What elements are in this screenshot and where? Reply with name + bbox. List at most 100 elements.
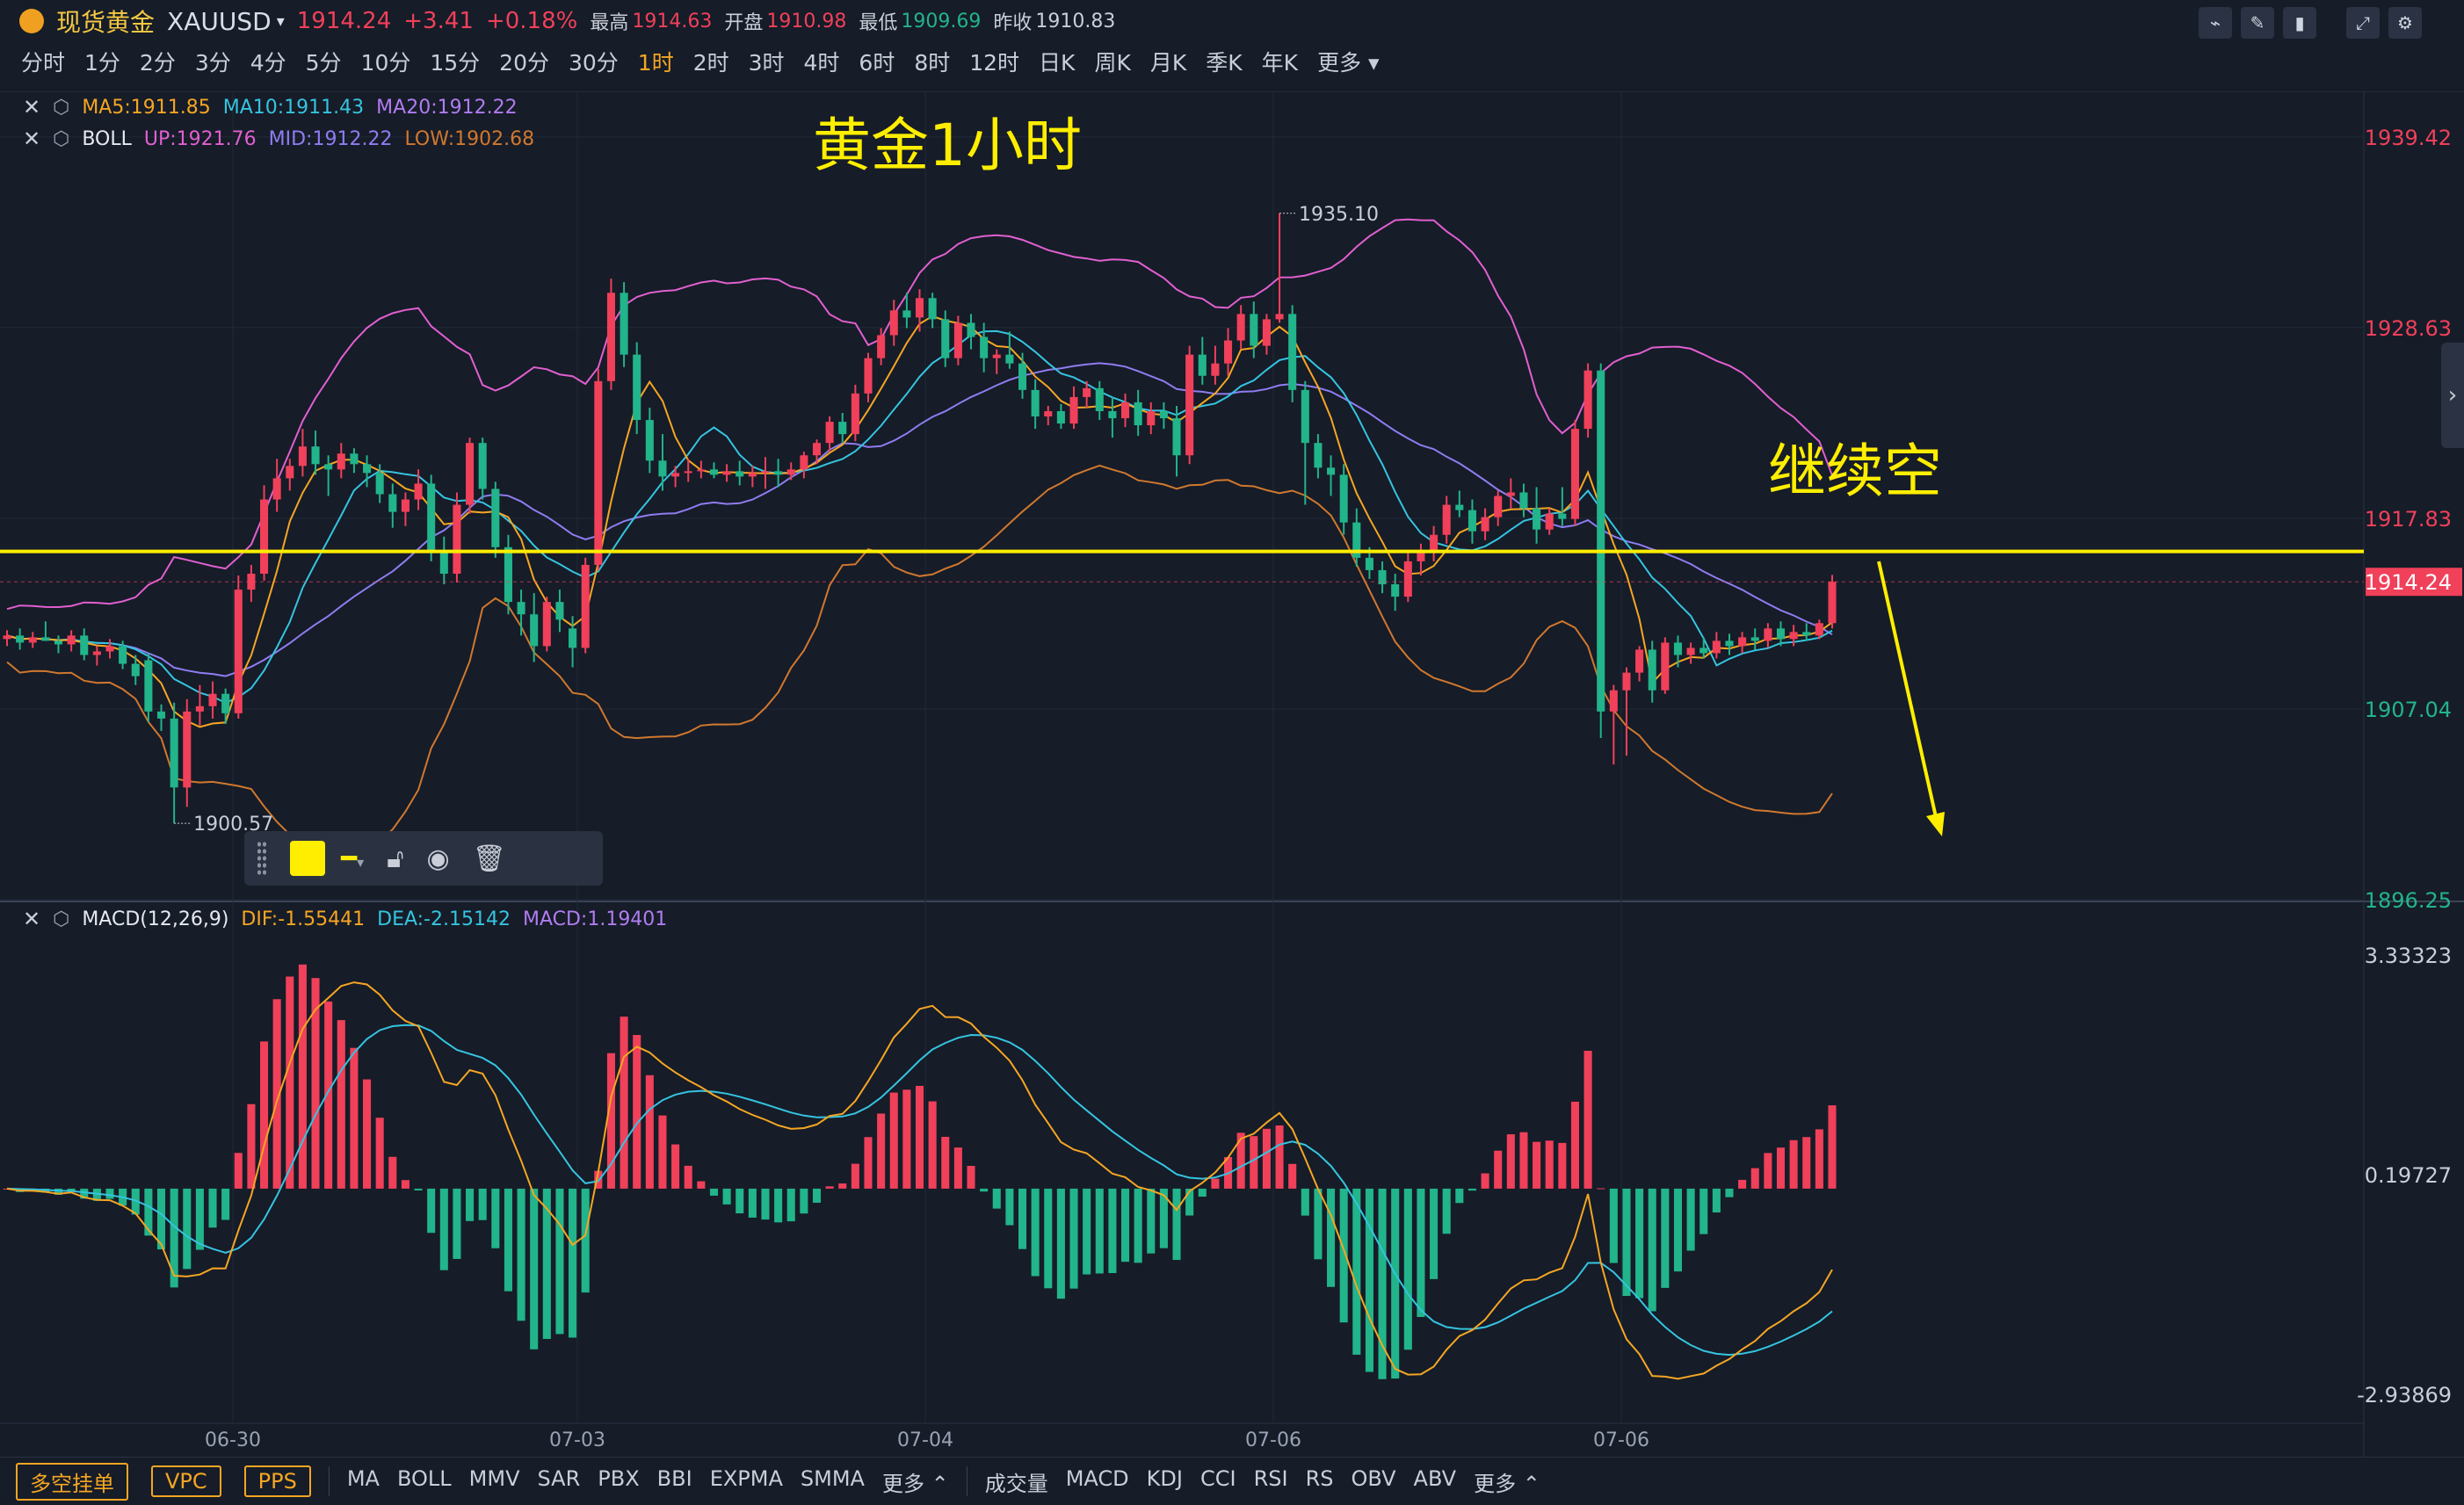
- macd-histogram-bar: [902, 1089, 911, 1189]
- sub-indicator-1[interactable]: MACD: [1065, 1465, 1129, 1491]
- candle-body: [401, 499, 409, 512]
- macd-histogram-bar: [1211, 1178, 1220, 1189]
- macd-histogram-bar: [941, 1136, 950, 1189]
- period-22[interactable]: 更多 ▾: [1317, 50, 1380, 76]
- boll-upper-line: [6, 218, 1833, 611]
- candle-body: [1699, 648, 1708, 654]
- period-1[interactable]: 1分: [84, 50, 120, 76]
- settings-hexagon-icon[interactable]: ⬡: [53, 127, 70, 150]
- period-2[interactable]: 2分: [139, 50, 176, 76]
- main-indicator-2[interactable]: MMV: [468, 1465, 520, 1491]
- short-arrow-line: [1877, 561, 1939, 826]
- macd-tick: 0.19727: [2365, 1163, 2452, 1188]
- close-icon[interactable]: ✕: [23, 127, 41, 151]
- candle-body: [195, 705, 204, 712]
- sub-indicator-8[interactable]: 更多 ⌃: [1474, 1471, 1540, 1496]
- period-5[interactable]: 5分: [305, 50, 342, 76]
- chevron-down-icon[interactable]: ▾: [276, 11, 285, 31]
- indicator-icon[interactable]: ⌁: [2199, 7, 2232, 39]
- sub-indicator-3[interactable]: CCI: [1199, 1465, 1236, 1491]
- period-15[interactable]: 8时: [914, 50, 951, 76]
- period-14[interactable]: 6时: [859, 50, 895, 76]
- long-short-orders-button[interactable]: 多空挂单: [16, 1462, 128, 1501]
- period-4[interactable]: 4分: [250, 50, 286, 76]
- period-10[interactable]: 1时: [637, 50, 674, 76]
- lock-icon[interactable]: 🔓︎: [387, 843, 404, 874]
- symbol-code[interactable]: XAUUSD: [167, 6, 272, 36]
- candle-body: [1044, 410, 1053, 417]
- period-13[interactable]: 4时: [803, 50, 840, 76]
- macd-histogram-bar: [105, 1188, 114, 1199]
- period-7[interactable]: 15分: [430, 50, 481, 76]
- color-swatch[interactable]: [290, 841, 325, 876]
- drag-handle-icon[interactable]: [257, 841, 267, 876]
- period-17[interactable]: 日K: [1039, 50, 1076, 76]
- instrument-name[interactable]: 现货黄金: [56, 8, 156, 37]
- macd-histogram-bar: [375, 1118, 384, 1189]
- macd-histogram-bar: [1609, 1188, 1618, 1263]
- close-icon[interactable]: ✕: [23, 95, 41, 119]
- sub-indicator-5[interactable]: RS: [1305, 1465, 1334, 1491]
- price-change: +3.41: [403, 8, 474, 34]
- period-8[interactable]: 20分: [499, 50, 549, 76]
- macd-histogram-bar: [1815, 1129, 1823, 1189]
- main-indicator-6[interactable]: EXPMA: [709, 1465, 783, 1491]
- period-21[interactable]: 年K: [1261, 50, 1299, 76]
- candle-body: [1712, 640, 1721, 654]
- macd-histogram-bar: [992, 1188, 1001, 1209]
- macd-histogram-bar: [1442, 1188, 1451, 1234]
- period-18[interactable]: 周K: [1094, 50, 1131, 76]
- candle-body: [1789, 632, 1798, 640]
- settings-hexagon-icon[interactable]: ⬡: [53, 908, 70, 930]
- sub-indicator-7[interactable]: ABV: [1413, 1465, 1457, 1491]
- close-icon[interactable]: ✕: [23, 907, 41, 931]
- line-style-icon[interactable]: ━▾: [341, 843, 365, 874]
- period-9[interactable]: 30分: [568, 50, 619, 76]
- candle-body: [1802, 632, 1811, 636]
- fullscreen-icon[interactable]: ⤢: [2346, 7, 2380, 39]
- price-tick: 1939.42: [2365, 126, 2452, 150]
- main-indicator-4[interactable]: PBX: [598, 1465, 640, 1491]
- macd-histogram-bar: [709, 1188, 719, 1196]
- macd-histogram-bar: [684, 1165, 692, 1189]
- vpc-button[interactable]: VPC: [151, 1465, 221, 1497]
- main-indicator-8[interactable]: 更多 ⌃: [881, 1471, 949, 1496]
- pps-button[interactable]: PPS: [243, 1465, 311, 1497]
- period-6[interactable]: 10分: [360, 50, 411, 76]
- period-20[interactable]: 季K: [1206, 50, 1243, 76]
- period-0[interactable]: 分时: [21, 50, 66, 76]
- draw-pencil-icon[interactable]: ✎: [2241, 7, 2274, 39]
- macd-histogram-bar: [466, 1188, 475, 1221]
- main-indicator-5[interactable]: BBI: [656, 1465, 692, 1491]
- macd-histogram-bar: [838, 1183, 847, 1189]
- period-12[interactable]: 3时: [748, 50, 785, 76]
- macd-histogram-bar: [620, 1017, 628, 1189]
- candle-body: [234, 590, 243, 713]
- sub-indicator-2[interactable]: KDJ: [1146, 1465, 1183, 1491]
- macd-histogram-bar: [606, 1053, 615, 1189]
- main-indicator-3[interactable]: SAR: [537, 1465, 581, 1491]
- main-indicator-0[interactable]: MA: [346, 1465, 380, 1491]
- macd-histogram-bar: [1352, 1188, 1361, 1355]
- period-19[interactable]: 月K: [1149, 50, 1187, 76]
- chevron-right-icon[interactable]: ›: [2441, 343, 2464, 448]
- settings-hexagon-icon[interactable]: ⬡: [53, 96, 70, 119]
- eye-icon[interactable]: ◉: [426, 843, 450, 874]
- settings-gear-icon[interactable]: ⚙: [2388, 7, 2422, 39]
- period-16[interactable]: 12时: [969, 50, 1020, 76]
- sub-indicator-6[interactable]: OBV: [1351, 1465, 1396, 1491]
- macd-histogram-bar: [1622, 1188, 1631, 1297]
- period-3[interactable]: 3分: [194, 50, 231, 76]
- period-11[interactable]: 2时: [692, 50, 729, 76]
- sub-indicator-4[interactable]: RSI: [1253, 1465, 1288, 1491]
- trash-icon[interactable]: 🗑︎: [472, 843, 506, 874]
- candle-body: [542, 602, 551, 647]
- sub-indicator-0[interactable]: 成交量: [984, 1471, 1048, 1496]
- candle-body: [902, 310, 911, 318]
- price-chart[interactable]: 1939.42 1928.63 1917.83 1907.04 1896.25 06-30…: [0, 91, 2464, 1457]
- macd-histogram-bar: [530, 1188, 539, 1349]
- candle-body: [1442, 504, 1451, 535]
- candle-type-icon[interactable]: ▮: [2283, 7, 2316, 39]
- main-indicator-1[interactable]: BOLL: [396, 1465, 452, 1491]
- main-indicator-7[interactable]: SMMA: [800, 1465, 865, 1491]
